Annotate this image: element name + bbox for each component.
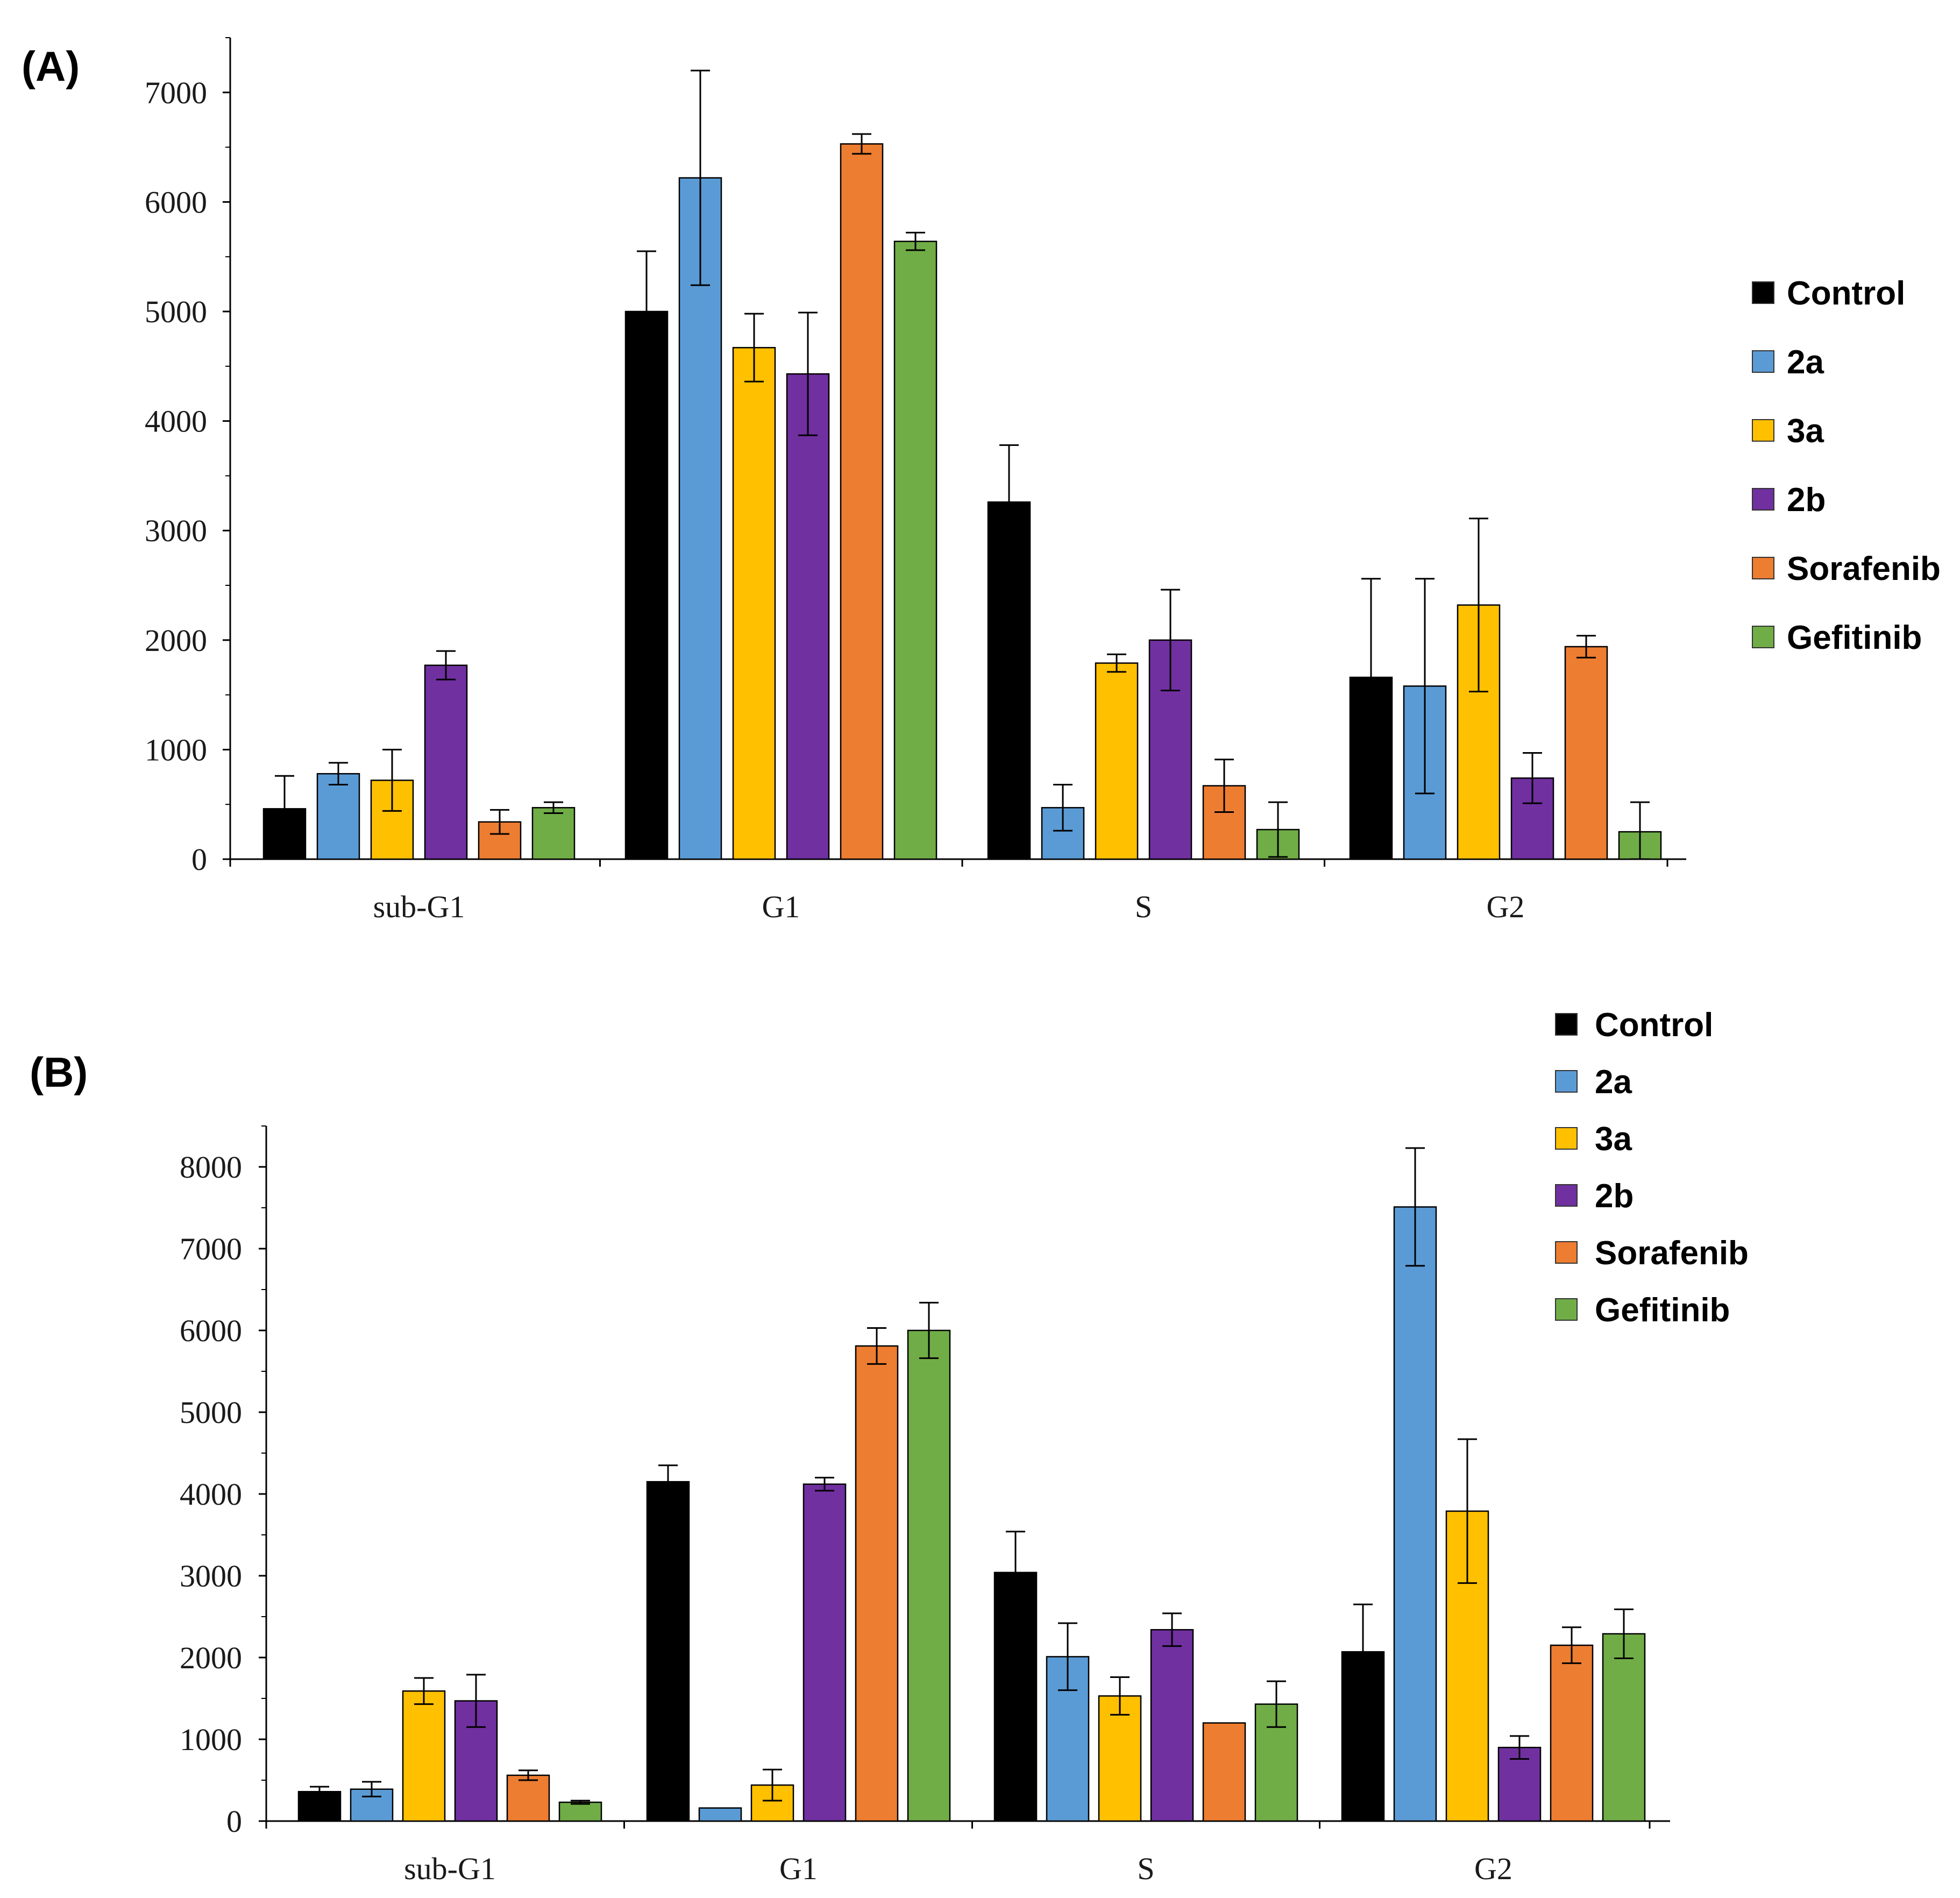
y-tick-label: 2000: [180, 1640, 242, 1675]
legend-swatch: [1555, 1241, 1578, 1264]
legend-item-gefitinib: Gefitinib: [1787, 619, 1922, 656]
bar-3a-s: [1095, 662, 1139, 860]
bar-sorafenib-s: [1202, 1722, 1246, 1822]
y-tick-label: 1000: [145, 732, 207, 767]
legend-item-2b: 2b: [1595, 1178, 1634, 1215]
bar-gefitinib-g2: [1602, 1633, 1646, 1822]
x-category-label: G1: [779, 1851, 818, 1886]
legend-item-sorafenib: Sorafenib: [1787, 550, 1941, 587]
y-tick-label: 3000: [145, 513, 207, 548]
x-category-label: G2: [1487, 889, 1525, 924]
legend-swatch: [1752, 419, 1774, 442]
bar-sorafenib-sub-g1: [506, 1774, 550, 1822]
x-category-label: sub-G1: [373, 889, 465, 924]
y-tick-label: 2000: [145, 623, 207, 658]
bar-sorafenib-g1: [855, 1345, 899, 1822]
y-tick-label: 5000: [145, 294, 207, 329]
legend-item-control: Control: [1787, 275, 1905, 312]
y-tick-label: 4000: [145, 404, 207, 439]
bar-sorafenib-g2: [1564, 646, 1608, 860]
y-tick-label: 6000: [180, 1313, 242, 1348]
bar-2b-sub-g1: [424, 664, 468, 860]
bar-2b-g2: [1497, 1746, 1542, 1822]
legend-item-2b: 2b: [1787, 481, 1826, 519]
y-tick-label: 5000: [180, 1395, 242, 1430]
y-tick-label: 7000: [145, 75, 207, 110]
legend-item-control: Control: [1595, 1007, 1713, 1044]
y-tick-label: 4000: [180, 1477, 242, 1512]
y-tick-label: 8000: [180, 1150, 242, 1185]
x-category-label: S: [1137, 1851, 1154, 1886]
legend-item-2a: 2a: [1787, 344, 1824, 381]
bar-2b-s: [1150, 1629, 1194, 1822]
bar-gefitinib-g1: [893, 240, 938, 860]
bar-3a-s: [1098, 1695, 1142, 1822]
y-tick-label: 0: [191, 842, 207, 877]
y-tick-label: 3000: [180, 1559, 242, 1594]
legend-item-gefitinib: Gefitinib: [1595, 1292, 1730, 1329]
y-tick-label: 1000: [180, 1722, 242, 1757]
legend-swatch: [1752, 557, 1774, 579]
legend-swatch: [1555, 1184, 1578, 1207]
bar-control-g1: [646, 1481, 690, 1822]
x-category-label: G1: [762, 889, 800, 924]
x-category-label: sub-G1: [404, 1851, 496, 1886]
x-category-label: S: [1135, 889, 1152, 924]
y-tick-label: 6000: [145, 185, 207, 219]
panel-label: (B): [30, 1049, 88, 1096]
legend-item-sorafenib: Sorafenib: [1595, 1235, 1749, 1272]
y-tick-label: 7000: [180, 1231, 242, 1266]
bar-2a-sub-g1: [316, 773, 360, 860]
bar-3a-sub-g1: [402, 1690, 446, 1822]
bar-2a-g2: [1393, 1206, 1437, 1822]
y-tick-label: 0: [226, 1804, 242, 1839]
legend-item-3a: 3a: [1595, 1121, 1632, 1158]
bar-2a-g1: [698, 1807, 742, 1822]
bar-control-s: [987, 501, 1031, 860]
legend-swatch: [1752, 350, 1774, 373]
chart-panel-b: (B) 0 1000 2000 3000 4000 5000 6000 7000 8000 sub-…: [30, 1007, 1749, 1886]
bar-gefitinib-sub-g1: [531, 807, 576, 860]
legend-swatch: [1752, 626, 1774, 648]
bar-control-g1: [624, 310, 669, 860]
x-category-label: G2: [1474, 1851, 1512, 1886]
bar-2a-g1: [678, 177, 722, 860]
bar-gefitinib-sub-g1: [558, 1801, 602, 1822]
legend-item-2a: 2a: [1595, 1064, 1632, 1101]
panel-label: (A): [22, 43, 80, 90]
legend-swatch: [1555, 1070, 1578, 1093]
bar-2b-g1: [786, 373, 830, 860]
bar-sorafenib-g2: [1550, 1644, 1594, 1822]
legend-item-3a: 3a: [1787, 413, 1824, 450]
chart-panel-a: (A) 0 1000 2000 3000 4000 5000 6000 7000 sub-G1 G1…: [22, 37, 1941, 924]
bar-sorafenib-g1: [840, 143, 884, 860]
legend-swatch: [1555, 1298, 1578, 1321]
bar-3a-g1: [732, 346, 776, 860]
legend-swatch: [1555, 1013, 1578, 1036]
bar-gefitinib-g1: [907, 1329, 951, 1822]
legend-swatch: [1752, 488, 1774, 511]
legend-swatch: [1555, 1127, 1578, 1150]
legend-swatch: [1752, 281, 1774, 304]
bar-2b-g1: [803, 1483, 847, 1822]
